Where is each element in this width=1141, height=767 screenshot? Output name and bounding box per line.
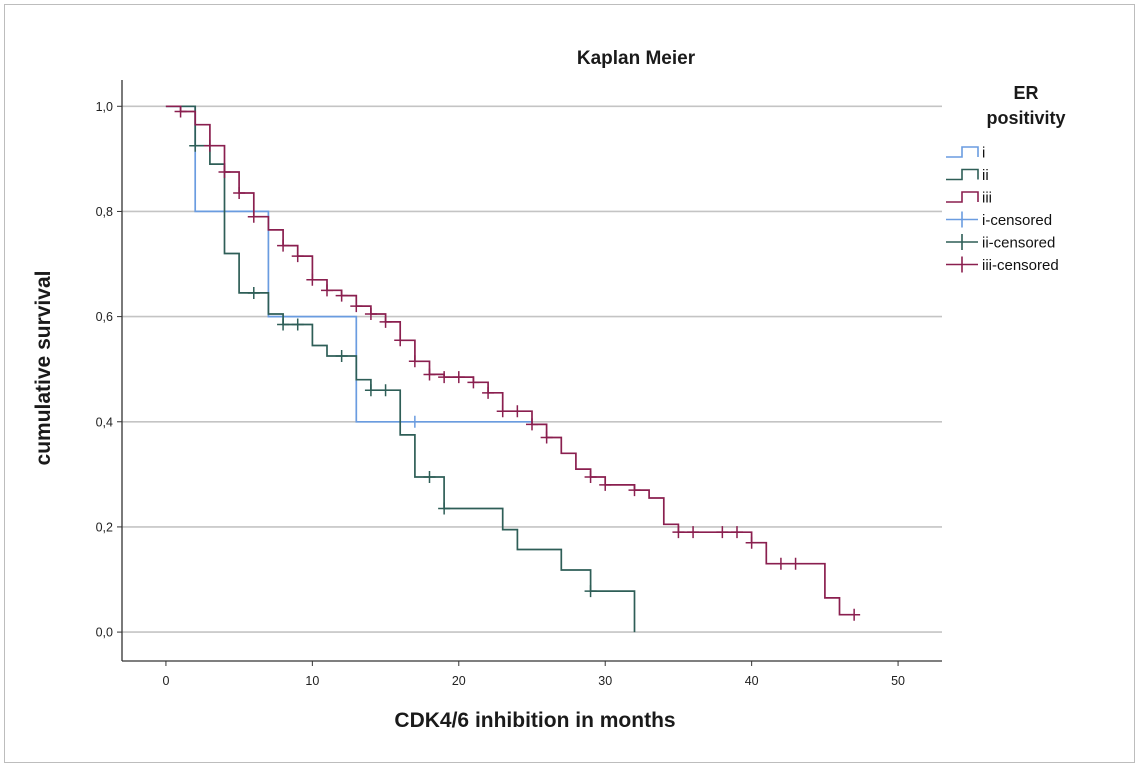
censor-mark-ii-7 bbox=[423, 470, 436, 483]
legend-swatch-i-censored bbox=[946, 211, 978, 228]
censor-mark-ii-8 bbox=[438, 502, 451, 515]
censor-mark-iii-7 bbox=[306, 273, 319, 286]
series-line-i bbox=[165, 105, 532, 423]
censor-mark-iii-32 bbox=[774, 557, 787, 570]
censor-mark-ii-0 bbox=[189, 139, 202, 152]
legend-label-iii-censored: iii-censored bbox=[982, 257, 1059, 274]
censor-mark-iii-3 bbox=[233, 187, 246, 200]
censor-mark-iii-6 bbox=[291, 250, 304, 263]
censor-mark-iii-16 bbox=[438, 371, 451, 384]
censor-mark-iii-2 bbox=[218, 166, 231, 179]
censor-mark-iii-33 bbox=[789, 557, 802, 570]
censor-mark-iii-29 bbox=[716, 526, 729, 539]
censor-mark-iii-17 bbox=[452, 371, 465, 384]
censor-mark-iii-24 bbox=[584, 470, 597, 483]
y-tick-label-1: 0,2 bbox=[96, 520, 113, 534]
x-tick-label-3: 30 bbox=[598, 674, 612, 688]
chart-title: Kaplan Meier bbox=[577, 48, 696, 69]
legend-entry-ii-censored: ii-censored bbox=[946, 234, 1055, 252]
series-line-iii bbox=[165, 105, 855, 616]
censor-mark-i-0 bbox=[408, 415, 421, 428]
legend-label-i-censored: i-censored bbox=[982, 212, 1052, 229]
censor-mark-iii-1 bbox=[203, 139, 216, 152]
censor-mark-iii-27 bbox=[672, 526, 685, 539]
legend-swatch-iii-censored bbox=[946, 256, 978, 273]
axes bbox=[121, 80, 942, 662]
x-axis-title: CDK4/6 inhibition in months bbox=[394, 709, 675, 732]
censor-mark-iii-20 bbox=[496, 405, 509, 418]
legend-entry-ii: ii bbox=[946, 167, 989, 184]
legend: ER positivity iiiiiii-censoredii-censore… bbox=[946, 83, 1066, 274]
censor-mark-ii-5 bbox=[364, 384, 377, 397]
series-line-ii bbox=[165, 105, 636, 633]
censor-mark-iii-19 bbox=[482, 386, 495, 399]
y-tick-label-4: 0,8 bbox=[96, 205, 113, 219]
censor-mark-iii-4 bbox=[247, 210, 260, 223]
x-tick-label-2: 20 bbox=[452, 674, 466, 688]
legend-entry-i-censored: i-censored bbox=[946, 211, 1052, 229]
legend-swatch-ii-censored bbox=[946, 234, 978, 250]
censor-mark-iii-13 bbox=[394, 334, 407, 347]
legend-label-i: i bbox=[982, 145, 985, 162]
censor-mark-ii-6 bbox=[379, 384, 392, 397]
censor-mark-iii-21 bbox=[511, 405, 524, 418]
censor-mark-iii-23 bbox=[540, 431, 553, 444]
censor-mark-iii-12 bbox=[379, 315, 392, 328]
chart-frame bbox=[4, 4, 1135, 763]
censor-mark-iii-14 bbox=[408, 355, 421, 368]
censor-mark-ii-2 bbox=[277, 318, 290, 331]
censor-mark-ii-3 bbox=[291, 318, 304, 331]
legend-title-line-2: positivity bbox=[986, 108, 1065, 128]
legend-entry-iii: iii bbox=[946, 190, 992, 207]
legend-title-line-1: ER bbox=[1013, 83, 1038, 103]
x-tick-label-4: 40 bbox=[745, 674, 759, 688]
x-tick-label-0: 0 bbox=[162, 674, 169, 688]
censor-mark-iii-0 bbox=[174, 105, 187, 118]
censor-mark-iii-11 bbox=[364, 307, 377, 320]
censor-mark-ii-4 bbox=[335, 350, 348, 363]
censor-mark-iii-9 bbox=[335, 289, 348, 302]
legend-entry-i: i bbox=[946, 145, 985, 162]
censor-mark-iii-31 bbox=[745, 536, 758, 549]
legend-label-iii: iii bbox=[982, 190, 992, 207]
y-tick-labels: 0,0 0,2 0,4 0,6 0,8 1,0 bbox=[96, 100, 122, 640]
censor-mark-iii-25 bbox=[599, 478, 612, 491]
y-tick-label-2: 0,4 bbox=[96, 415, 113, 429]
x-tick-label-5: 50 bbox=[891, 674, 905, 688]
censor-mark-iii-26 bbox=[628, 484, 641, 497]
legend-label-ii: ii bbox=[982, 167, 989, 184]
gridlines bbox=[122, 105, 942, 633]
x-tick-label-1: 10 bbox=[305, 674, 319, 688]
y-axis-title: cumulative survival bbox=[32, 271, 55, 466]
series-layer bbox=[165, 105, 861, 633]
censor-mark-iii-10 bbox=[350, 300, 363, 313]
y-tick-label-3: 0,6 bbox=[96, 310, 113, 324]
series-ii bbox=[165, 105, 636, 633]
legend-entry-iii-censored: iii-censored bbox=[946, 256, 1059, 274]
censor-mark-iii-22 bbox=[526, 418, 538, 431]
legend-swatch-i bbox=[946, 146, 979, 158]
censor-mark-iii-28 bbox=[687, 526, 700, 539]
legend-label-ii-censored: ii-censored bbox=[982, 235, 1055, 252]
censor-mark-iii-18 bbox=[467, 376, 480, 389]
series-i bbox=[165, 105, 532, 428]
censor-mark-iii-8 bbox=[321, 284, 333, 297]
censor-mark-ii-1 bbox=[247, 286, 260, 299]
censor-mark-iii-30 bbox=[731, 526, 743, 539]
series-iii bbox=[165, 105, 861, 621]
legend-swatch-iii bbox=[946, 191, 979, 203]
y-tick-label-5: 1,0 bbox=[96, 100, 113, 114]
y-tick-label-0: 0,0 bbox=[96, 626, 113, 640]
censor-mark-iii-5 bbox=[277, 239, 290, 252]
censor-mark-iii-15 bbox=[423, 368, 436, 381]
x-tick-labels: 0 10 20 30 40 50 bbox=[162, 661, 905, 688]
censor-mark-ii-9 bbox=[584, 585, 597, 598]
legend-swatch-ii bbox=[946, 168, 979, 181]
censor-mark-iii-34 bbox=[848, 608, 861, 621]
